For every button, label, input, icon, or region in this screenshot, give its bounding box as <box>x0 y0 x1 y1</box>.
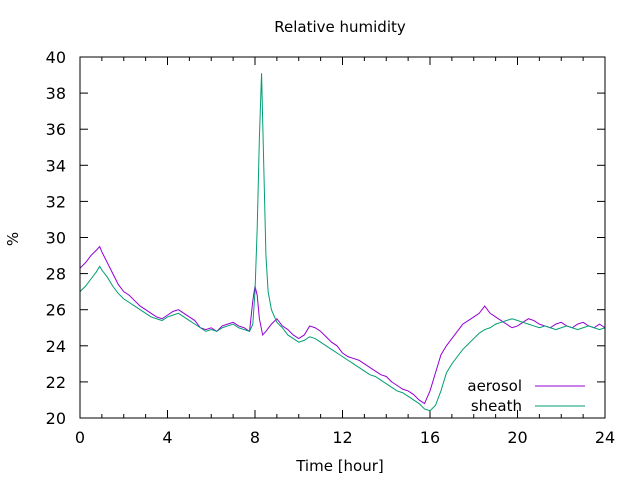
y-tick-label: 30 <box>46 229 66 248</box>
y-tick-label: 28 <box>46 265 66 284</box>
y-tick-label: 24 <box>46 337 66 356</box>
x-tick-label: 20 <box>507 428 527 447</box>
x-tick-label: 12 <box>332 428 352 447</box>
y-tick-label: 38 <box>46 84 66 103</box>
chart-title: Relative humidity <box>274 18 406 36</box>
series-layer <box>79 73 606 412</box>
legend-label-sheath: sheath <box>471 397 522 415</box>
tick-layer: 0 4 8 12 16 20 24 20 22 24 26 28 30 32 34 36 38 40 <box>46 48 616 447</box>
x-tick-label: 24 <box>595 428 615 447</box>
series-line-sheath <box>79 73 606 412</box>
y-tick-label: 32 <box>46 192 66 211</box>
y-tick-label: 40 <box>46 48 66 67</box>
x-tick-label: 0 <box>75 428 85 447</box>
x-tick-label: 8 <box>250 428 260 447</box>
y-axis-label: % <box>4 232 22 246</box>
x-axis-label: Time [hour] <box>295 457 384 475</box>
y-tick-label: 22 <box>46 373 66 392</box>
legend: aerosol sheath <box>467 377 585 415</box>
series-line-aerosol <box>79 245 606 405</box>
plot-frame <box>79 56 606 419</box>
y-tick-label: 20 <box>46 409 66 428</box>
x-tick-label: 4 <box>162 428 172 447</box>
y-tick-label: 34 <box>46 156 66 175</box>
x-tick-label: 16 <box>420 428 440 447</box>
y-tick-label: 26 <box>46 301 66 320</box>
legend-label-aerosol: aerosol <box>467 377 522 395</box>
y-tick-label: 36 <box>46 120 66 139</box>
